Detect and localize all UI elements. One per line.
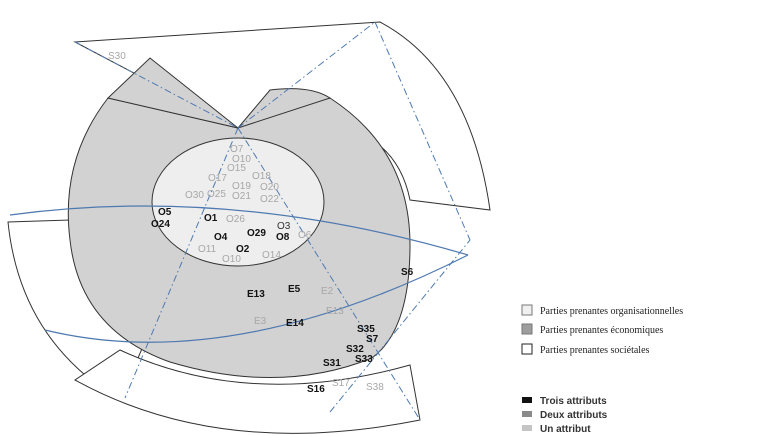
legend-attributes: Trois attributs Deux attributs Un attrib… [522, 396, 608, 435]
label-s7: S7 [366, 334, 379, 345]
stakeholder-labels: S30 O7 O10 O15 O17 O18 O19 O20 O30 O25 O… [108, 51, 414, 395]
label-o18: O18 [252, 171, 271, 182]
legend-label-three: Trois attributs [540, 396, 607, 407]
legend-groups: Parties prenantes organisationnelles Par… [521, 304, 683, 356]
label-s33: S33 [355, 354, 373, 365]
label-o4: O4 [214, 232, 228, 243]
label-o17: O17 [208, 173, 227, 184]
wedge-line-d [124, 127, 239, 399]
legend-swatch-three [522, 397, 532, 403]
label-e3: E3 [254, 316, 267, 327]
label-o10b: O10 [222, 254, 241, 265]
organisational-ellipse [151, 137, 325, 267]
blue-boundary-bottom [44, 254, 469, 343]
label-s6: S6 [401, 267, 414, 278]
label-o19: O19 [232, 181, 251, 192]
label-o14: O14 [262, 250, 281, 261]
wedge-line-a [74, 41, 239, 129]
label-o25: O25 [207, 189, 226, 200]
legend-swatch-societal [521, 343, 533, 355]
label-o6: O6 [298, 230, 312, 241]
economic-top-right-wedge [236, 88, 332, 130]
label-e2: E2 [321, 286, 334, 297]
label-o8: O8 [276, 232, 290, 243]
legend-label-societal: Parties prenantes sociétales [540, 345, 650, 356]
dash-dot-lines [74, 21, 471, 421]
label-s38: S38 [366, 382, 384, 393]
legend-swatch-one [522, 425, 532, 431]
blue-boundary-top [9, 205, 469, 256]
label-o1: O1 [204, 213, 218, 224]
wedge-line-f [329, 239, 471, 413]
label-o20: O20 [260, 182, 279, 193]
label-o22: O22 [260, 194, 279, 205]
label-s35: S35 [357, 324, 375, 335]
label-o11: O11 [198, 244, 217, 255]
label-s30: S30 [108, 51, 126, 62]
label-s16: S16 [307, 384, 325, 395]
legend-label-economic: Parties prenantes économiques [540, 325, 663, 336]
label-o5: O5 [158, 207, 172, 218]
legend-label-two: Deux attributs [540, 410, 608, 421]
label-e13a: E13 [247, 289, 265, 300]
wedge-line-c [237, 127, 421, 421]
label-e14: E14 [286, 318, 304, 329]
label-e5: E5 [288, 284, 301, 295]
legend-label-one: Un attribut [540, 424, 591, 435]
label-o15: O15 [227, 163, 246, 174]
wedge-line-e [374, 21, 471, 241]
legend-swatch-organisational [521, 304, 533, 316]
legend-swatch-two [522, 411, 532, 417]
legend-label-organisational: Parties prenantes organisationnelles [540, 306, 683, 317]
label-o10a: O10 [232, 154, 251, 165]
label-o2: O2 [236, 244, 250, 255]
label-o30: O30 [185, 190, 204, 201]
label-s17: S17 [332, 378, 350, 389]
label-s31: S31 [323, 358, 341, 369]
legend-swatch-economic [521, 323, 533, 335]
label-o21: O21 [232, 191, 251, 202]
label-o29: O29 [247, 228, 266, 239]
label-e13b: E13 [326, 306, 344, 317]
label-s32: S32 [346, 344, 364, 355]
label-o26: O26 [226, 214, 245, 225]
label-o3: O3 [277, 221, 291, 232]
label-o7: O7 [230, 144, 244, 155]
label-o24: O24 [151, 219, 170, 230]
